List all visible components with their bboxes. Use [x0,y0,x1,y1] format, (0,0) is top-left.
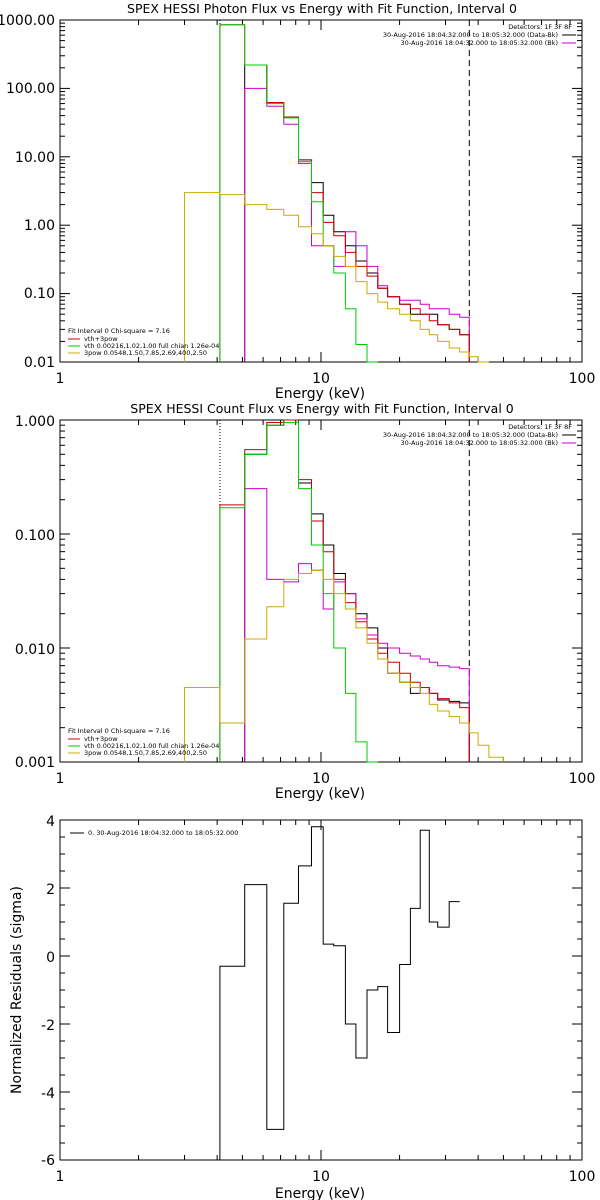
y-tick-label: 0.001 [15,755,55,771]
legend-entry-label: 30-Aug-2016 18:04:32.000 to 18:05:32.000… [401,439,558,447]
x-tick-label: 100 [569,371,596,387]
y-tick-label: 0.10 [24,286,55,302]
count-flux-title: SPEX HESSI Count Flux vs Energy with Fit… [130,401,513,416]
y-tick-labels: 1.000 0.100 0.010 0.001 [15,414,55,771]
y-axis-label: Normalized Residuals (sigma) [9,886,25,1094]
fit-legend: Fit Interval 0 Chi-square = 7.16 vth+3po… [68,327,219,357]
series-line-residuals [219,826,460,1160]
x-tick-label: 100 [569,1169,596,1185]
series-line-vth [219,24,378,363]
residuals-legend: 0. 30-Aug-2016 18:04:32.000 to 18:05:32.… [70,829,238,837]
x-axis-label: Energy (keV) [275,386,365,402]
series-line-data-bk [244,422,470,762]
legend-entry-label: 30-Aug-2016 18:04:32.000 to 18:05:32.000… [383,31,558,39]
y-tick-label: 4 [46,814,55,830]
x-tick-label: 100 [569,771,596,787]
fit-legend-entry: 3pow 0.0548,1.50,7.85,2.69,400,2.50 [84,749,207,757]
legend-entry-label: 30-Aug-2016 18:04:32.000 to 18:05:32.000… [383,431,558,439]
fit-legend-entry: vth 0.00216,1.02,1.00 full chian 1.26e-0… [84,742,219,750]
series-line-vth-3pow [219,419,470,762]
series-line-vth-3pow [219,24,470,362]
series-line-bk [244,488,470,762]
y-tick-label: 2 [46,882,55,898]
legend-entry-label: 0. 30-Aug-2016 18:04:32.000 to 18:05:32.… [88,829,238,837]
legend-header: Detectors: 1F 3F 8F [508,23,572,31]
photon-flux-plot-area [59,19,583,363]
x-axis-label: Energy (keV) [275,1186,365,1200]
x-axis-label: Energy (keV) [275,786,365,802]
x-tick-labels: 1 10 100 [56,1169,596,1185]
photon-flux-title: SPEX HESSI Photon Flux vs Energy with Fi… [127,1,517,16]
photon-flux-panel: SPEX HESSI Photon Flux vs Energy with Fi… [0,1,595,402]
residuals-plot-area [59,819,583,1161]
y-tick-label: 1000.00 [0,13,55,29]
fit-legend-entry: vth 0.00216,1.02,1.00 full chian 1.26e-0… [84,342,219,350]
fit-legend-header: Fit Interval 0 Chi-square = 7.16 [68,727,170,735]
fit-legend: Fit Interval 0 Chi-square = 7.16 vth+3po… [68,727,219,757]
y-tick-label: 100.00 [6,81,55,97]
x-tick-label: 10 [312,1169,330,1185]
y-tick-label: 0.01 [24,355,55,371]
legend-entry-label: 30-Aug-2016 18:04:32.000 to 18:05:32.000… [401,39,558,47]
y-tick-label: -4 [41,1086,55,1102]
x-tick-label: 1 [56,771,65,787]
x-tick-labels: 1 10 100 [56,771,596,787]
x-tick-label: 10 [312,371,330,387]
residuals-panel: 1 10 100 4 2 0 -2 -4 -6 Energy (keV) Nor… [9,814,595,1200]
y-tick-labels: 4 2 0 -2 -4 -6 [41,814,55,1169]
y-tick-label: 0 [46,950,55,966]
fit-legend-entry: vth+3pow [84,335,118,343]
x-tick-label: 10 [312,771,330,787]
series-line-3pow [184,569,504,762]
legend-header: Detectors: 1F 3F 8F [508,423,572,431]
y-tick-label: 1.00 [24,218,55,234]
series-line-vth [219,422,378,763]
y-tick-label: 0.100 [15,528,55,544]
fit-legend-header: Fit Interval 0 Chi-square = 7.16 [68,327,170,335]
y-tick-label: 1.000 [15,414,55,430]
y-tick-label: -2 [41,1018,55,1034]
count-flux-panel: SPEX HESSI Count Flux vs Energy with Fit… [15,401,595,802]
y-tick-labels: 1000.00 100.00 10.00 1.00 0.10 0.01 [0,13,55,371]
fit-legend-entry: vth+3pow [84,735,118,743]
y-tick-label: -6 [41,1153,55,1169]
x-tick-labels: 1 10 100 [56,371,596,387]
y-tick-label: 0.010 [15,642,55,658]
count-flux-plot-area [59,419,583,763]
detector-legend: Detectors: 1F 3F 8F 30-Aug-2016 18:04:32… [383,423,576,447]
fit-legend-entry: 3pow 0.0548,1.50,7.85,2.69,400,2.50 [84,349,207,357]
series-line-3pow [184,192,489,363]
detector-legend: Detectors: 1F 3F 8F 30-Aug-2016 18:04:32… [383,23,576,47]
series-line-data-bk [244,64,470,362]
x-tick-label: 1 [56,371,65,387]
x-tick-label: 1 [56,1169,65,1185]
y-tick-label: 10.00 [15,150,55,166]
